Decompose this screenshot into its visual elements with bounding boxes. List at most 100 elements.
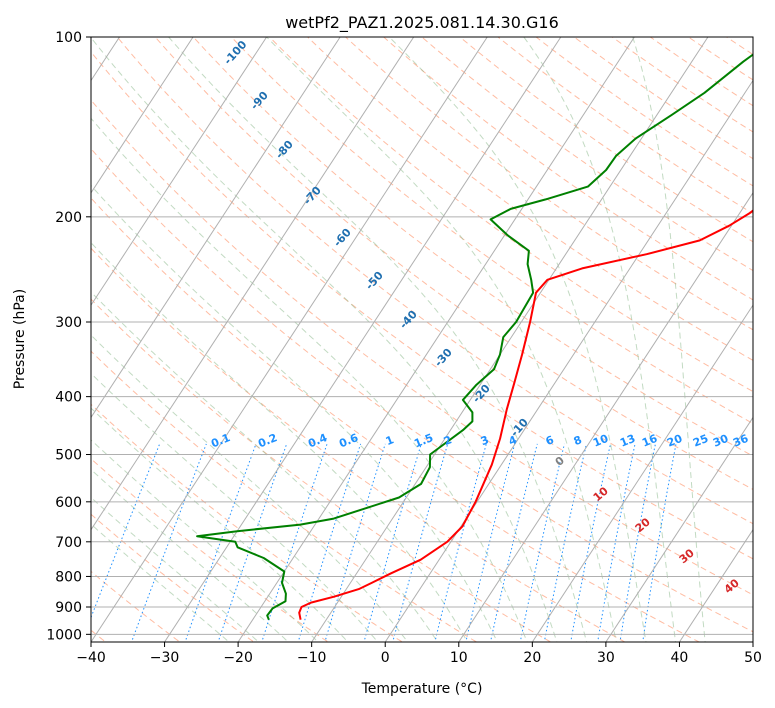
mixing-ratio-label: 16 [640,432,659,450]
dry-adiabat-line [116,37,753,525]
mixing-ratio-line [519,443,565,642]
mixing-ratio-label: 6 [544,433,556,448]
moist-adiabat-label: 20 [633,515,653,535]
dry-adiabat-line [725,37,753,56]
mixing-ratio-line [363,443,422,642]
moist-adiabat-line [91,523,230,642]
x-axis-label: Temperature (°C) [361,681,483,697]
y-tick-label: 100 [55,30,82,46]
dry-adiabat-line [91,350,478,642]
mixing-ratio-line [261,443,328,642]
mixing-ratio-label: 0.1 [209,431,232,450]
mixing-ratio-line [392,443,449,642]
y-tick-label: 600 [55,495,82,511]
mixing-ratio-label: 25 [691,432,710,450]
isotherm-line [91,37,488,642]
line-labels: -100-90-80-70-60-50-40-30-20-100.1 0.2 0.4… [209,38,750,596]
dry-adiabat-label: -90 [248,89,271,113]
mixing-ratio-label: 13 [618,432,637,450]
dry-adiabat-line [744,24,775,647]
mixing-ratio-line [642,443,677,642]
isotherm-line [384,79,753,642]
moist-adiabat-line [91,407,349,642]
x-tick-label: −30 [150,650,180,666]
background-lines [91,24,775,647]
mixing-ratio-label: 8 [572,433,584,448]
mixing-ratio-line [489,443,538,642]
mixing-ratio-line [597,443,636,642]
mixing-ratio-line [465,443,516,642]
dry-adiabat-line [91,457,329,642]
mixing-ratio-line [570,443,611,642]
y-axis-label: Pressure (hPa) [12,289,28,389]
mixing-ratio-label: 0.6 [337,431,360,450]
mixing-ratio-label: 2 [442,433,454,448]
moist-adiabat-line [388,37,647,642]
mixing-ratio-line [543,443,587,642]
mixing-ratio-label: 1.5 [412,431,435,450]
plot-frame [90,36,754,643]
moist-adiabat-line [91,334,409,642]
mixing-ratio-line [91,443,161,619]
y-tick-label: 900 [55,600,82,616]
isotherm-line [531,304,753,642]
dry-adiabat-line [306,37,753,361]
mixing-ratio-label: 0.4 [306,431,329,450]
dry-adiabat-line [91,247,626,642]
moist-adiabat-line [91,291,439,642]
isotherm-line [311,37,709,642]
dry-adiabat-line [230,37,753,425]
moist-adiabat-line [167,37,588,642]
dry-adiabat-line [497,37,753,215]
dry-adiabat-line [192,37,753,457]
moist-adiabat-line [632,37,706,642]
isotherm-line [605,416,753,642]
mixing-ratio-line [217,443,288,642]
y-tick-label: 300 [55,315,82,331]
moist-adiabat-label: 0 [553,454,567,469]
y-tick-label: 500 [55,448,82,464]
x-tick-label: 10 [450,650,468,666]
dry-adiabat-line [535,37,753,187]
chart-title: wetPf2_PAZ1.2025.081.14.30.G16 [285,13,559,33]
dry-adiabat-line [268,37,753,393]
profile-lines [196,53,753,621]
moist-adiabat-line [91,372,379,642]
dry-adiabat-line [344,37,753,331]
isotherm-line [91,37,341,419]
moist-adiabat-line [91,184,498,642]
mixing-ratio-line [324,443,386,642]
mixing-ratio-label: 30 [711,432,730,450]
mixing-ratio-line [434,443,487,642]
x-tick-label: 0 [381,650,390,666]
x-tick-label: 50 [744,650,762,666]
temperature-profile-line [298,209,753,620]
dry-adiabat-line [91,99,753,596]
dry-adiabat-line [91,51,753,560]
mixing-ratio-line [619,443,656,642]
dry-adiabat-line [459,37,753,243]
isotherm-line [237,37,635,642]
y-tick-label: 800 [55,569,82,585]
moist-adiabat-label: 10 [591,484,611,504]
y-tick-label: 200 [55,210,82,226]
mixing-ratio-label: 36 [731,432,750,450]
isotherm-line [91,37,268,307]
moist-adiabat-line [523,37,677,642]
y-tick-label: 400 [55,390,82,406]
dry-adiabat-label: -100 [221,38,249,67]
dry-adiabat-line [91,513,255,642]
dry-adiabat-line [91,298,552,642]
dry-adiabat-line [382,37,753,301]
moist-adiabat-line [91,468,290,642]
moist-adiabat-line [266,37,617,642]
x-tick-label: 30 [597,650,615,666]
mixing-ratio-label: 10 [591,432,610,450]
dewpoint-profile-line [196,53,753,621]
dry-adiabat-line [91,197,701,642]
moist-adiabat-line [91,496,260,642]
x-tick-label: 40 [671,650,689,666]
isotherm-line [458,191,753,642]
isotherm-line [679,528,753,642]
y-tick-label: 700 [55,535,82,551]
